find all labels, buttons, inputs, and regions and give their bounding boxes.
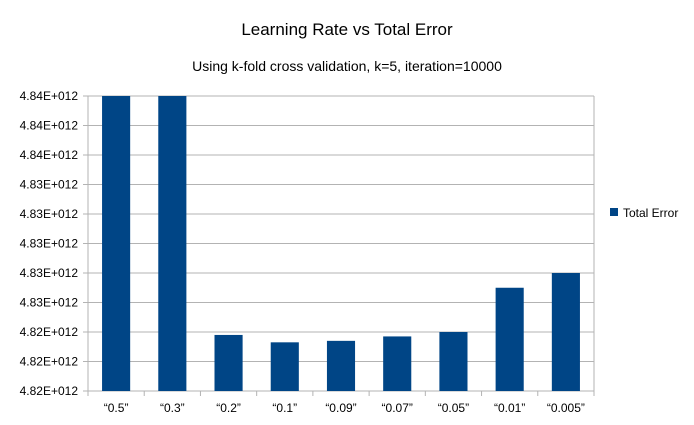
bar bbox=[439, 332, 468, 391]
x-tick-label: “0.005” bbox=[547, 401, 585, 415]
chart-title: Learning Rate vs Total Error bbox=[241, 20, 453, 39]
legend: Total Error bbox=[610, 206, 678, 220]
y-tick-label: 4.82E+012 bbox=[20, 325, 79, 339]
y-tick-label: 4.83E+012 bbox=[20, 296, 79, 310]
bar bbox=[551, 273, 580, 391]
x-tick-label: “0.2” bbox=[216, 401, 241, 415]
bar bbox=[383, 336, 412, 391]
legend-swatch bbox=[610, 208, 618, 216]
bar bbox=[326, 340, 356, 391]
x-tick-label: “0.09” bbox=[325, 401, 356, 415]
x-tick-label: “0.07” bbox=[382, 401, 413, 415]
y-tick-label: 4.83E+012 bbox=[20, 266, 79, 280]
y-axis-tick-labels: 4.82E+012 4.82E+012 4.82E+012 4.83E+012 4.83… bbox=[20, 89, 79, 398]
bar bbox=[102, 96, 131, 391]
x-axis-tick-labels: “0.5” “0.3” “0.2” “0.1” “0.09” “0.07” “0.05” “0… bbox=[104, 401, 585, 415]
x-tick-label: “0.05” bbox=[438, 401, 469, 415]
bar bbox=[158, 96, 187, 391]
y-tick-label: 4.84E+012 bbox=[20, 89, 79, 103]
y-tick-label: 4.83E+012 bbox=[20, 237, 79, 251]
x-tick-label: “0.01” bbox=[494, 401, 525, 415]
bar bbox=[214, 334, 243, 391]
y-tick-label: 4.82E+012 bbox=[20, 384, 79, 398]
bar bbox=[270, 342, 299, 391]
x-tick-label: “0.3” bbox=[160, 401, 185, 415]
y-tick-label: 4.84E+012 bbox=[20, 148, 79, 162]
legend-label: Total Error bbox=[623, 206, 678, 220]
x-tick-label: “0.5” bbox=[104, 401, 129, 415]
bars bbox=[102, 96, 580, 391]
y-tick-label: 4.83E+012 bbox=[20, 178, 79, 192]
y-tick-label: 4.83E+012 bbox=[20, 207, 79, 221]
bar bbox=[495, 287, 524, 391]
x-tick-label: “0.1” bbox=[272, 401, 297, 415]
chart-subtitle: Using k-fold cross validation, k=5, iter… bbox=[192, 58, 502, 74]
y-tick-label: 4.84E+012 bbox=[20, 119, 79, 133]
y-tick-label: 4.82E+012 bbox=[20, 355, 79, 369]
